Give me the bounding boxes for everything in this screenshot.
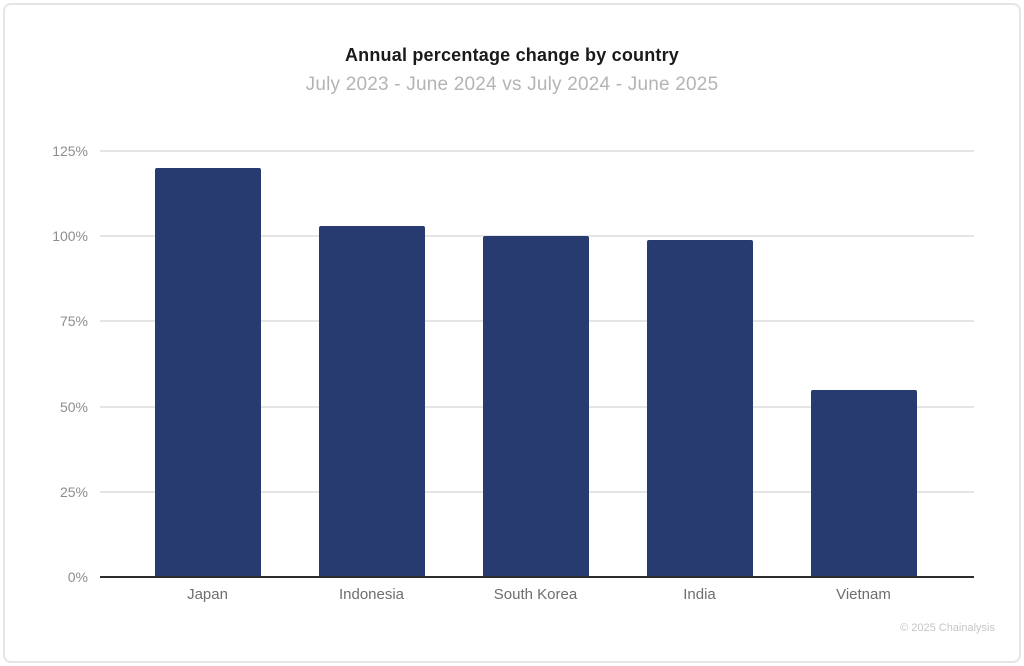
- x-tick-label-japan: Japan: [187, 586, 228, 603]
- x-tick-label-vietnam: Vietnam: [836, 586, 891, 603]
- y-tick-label: 50%: [59, 398, 88, 415]
- gridline-125: [100, 150, 974, 152]
- bar-india: [646, 239, 753, 577]
- bar-chart-plot: Japan Indonesia South Korea India Vietnam: [100, 150, 974, 603]
- x-tick-label-indonesia: Indonesia: [338, 586, 405, 603]
- y-tick-label: 0%: [67, 569, 88, 585]
- y-tick-label: 125%: [52, 143, 88, 159]
- x-axis-line: [100, 576, 974, 578]
- gridline-100: [100, 235, 974, 238]
- bar-south-korea: [482, 236, 589, 577]
- bar-vietnam: [810, 389, 917, 577]
- chart-title: Annual percentage change by country: [344, 45, 680, 65]
- copyright-note: © 2025 Chainalysis: [900, 622, 995, 634]
- chart-subtitle: July 2023 - June 2024 vs July 2024 - Jun…: [305, 74, 719, 95]
- x-tick-label-south-korea: South Korea: [493, 586, 578, 603]
- y-tick-label: 25%: [59, 483, 88, 500]
- y-tick-label: 100%: [52, 228, 88, 245]
- bar-indonesia: [318, 225, 425, 577]
- y-axis-labels: 0% 25% 50% 75% 100% 125%: [0, 143, 88, 585]
- bar-japan: [154, 168, 261, 577]
- y-tick-label: 75%: [59, 313, 88, 330]
- x-tick-label-india: India: [683, 586, 716, 603]
